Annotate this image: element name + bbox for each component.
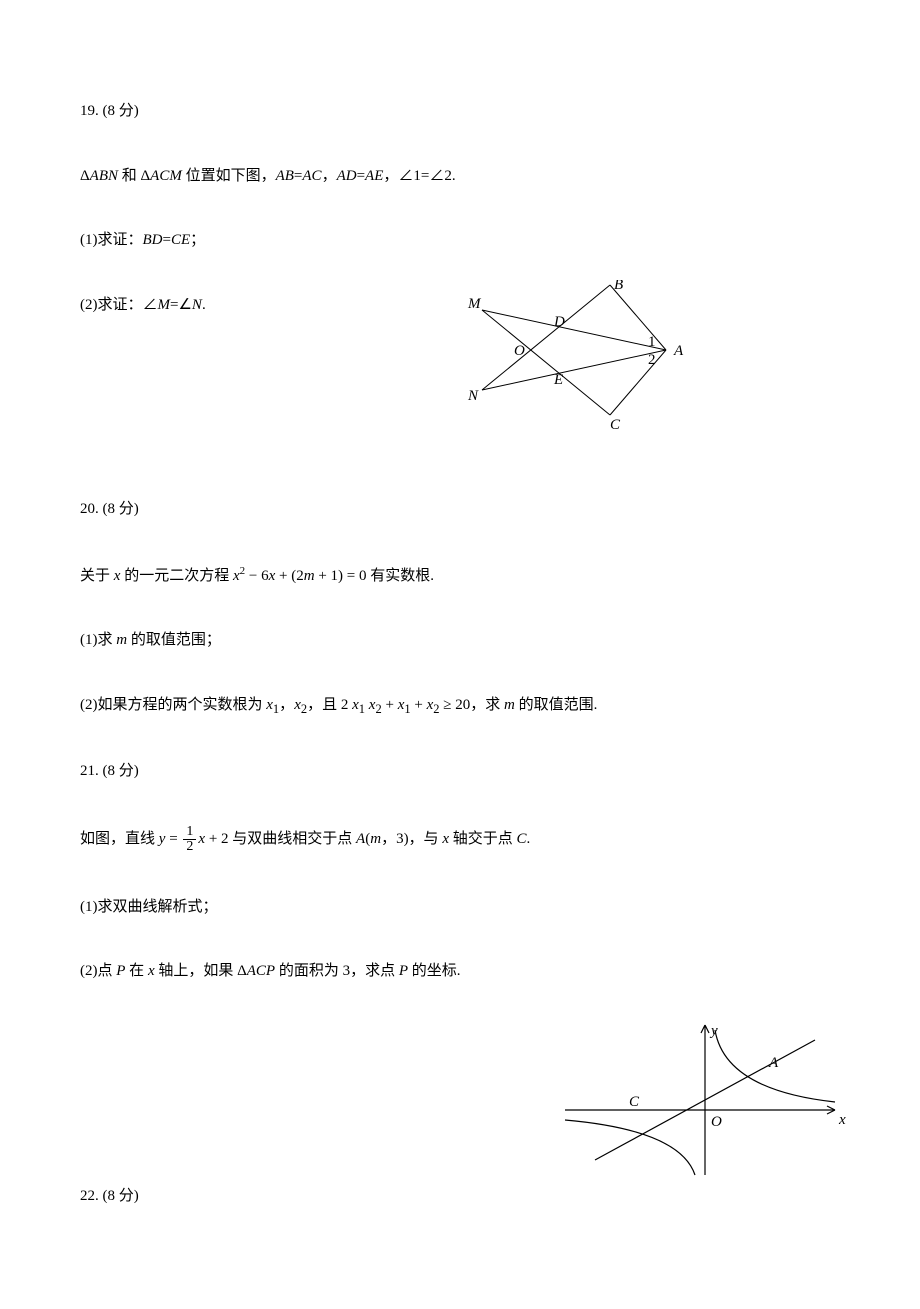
q22-points: (8 分) bbox=[103, 1188, 139, 1204]
svg-text:E: E bbox=[553, 372, 563, 388]
q22-header: 22. (8 分) bbox=[80, 1185, 840, 1208]
svg-text:C: C bbox=[629, 1094, 640, 1110]
svg-text:B: B bbox=[614, 280, 623, 293]
svg-text:2: 2 bbox=[648, 352, 656, 368]
q20-part2: (2)如果方程的两个实数根为 x1，x2，且 2 x1 x2 + x1 + x2… bbox=[80, 694, 840, 719]
svg-text:M: M bbox=[467, 296, 482, 312]
q19-points: (8 分) bbox=[103, 103, 139, 119]
q20-number: 20. bbox=[80, 501, 99, 517]
q21-figure: y x O A C bbox=[555, 1020, 855, 1180]
svg-text:O: O bbox=[514, 343, 525, 359]
q19-part1: (1)求证：BD=CE； bbox=[80, 229, 840, 252]
svg-text:1: 1 bbox=[648, 334, 656, 350]
q21-part2: (2)点 P 在 x 轴上，如果 ΔACP 的面积为 3，求点 P 的坐标. bbox=[80, 960, 840, 983]
q20-part1: (1)求 m 的取值范围； bbox=[80, 629, 840, 652]
q19-stem: ΔABN 和 ΔACM 位置如下图，AB=AC，AD=AE，∠1=∠2. bbox=[80, 165, 840, 188]
q19-number: 19. bbox=[80, 103, 99, 119]
q21-part1: (1)求双曲线解析式； bbox=[80, 896, 840, 919]
svg-text:N: N bbox=[467, 388, 479, 404]
q19-figure: M B A N C O D E 1 2 bbox=[460, 280, 700, 440]
svg-text:C: C bbox=[610, 417, 621, 433]
svg-text:A: A bbox=[768, 1055, 779, 1071]
q19-header: 19. (8 分) bbox=[80, 100, 840, 123]
q20-header: 20. (8 分) bbox=[80, 498, 840, 521]
page: 19. (8 分) ΔABN 和 ΔACM 位置如下图，AB=AC，AD=AE，… bbox=[0, 0, 920, 1309]
svg-text:y: y bbox=[709, 1023, 718, 1039]
svg-text:O: O bbox=[711, 1114, 722, 1130]
q22-number: 22. bbox=[80, 1188, 99, 1204]
svg-text:A: A bbox=[673, 343, 684, 359]
q20-stem: 关于 x 的一元二次方程 x2 − 6x + (2m + 1) = 0 有实数根… bbox=[80, 563, 840, 588]
q21-number: 21. bbox=[80, 763, 99, 779]
q20-points: (8 分) bbox=[103, 501, 139, 517]
svg-text:D: D bbox=[553, 314, 565, 330]
q21-points: (8 分) bbox=[103, 763, 139, 779]
q21-stem: 如图，直线 y = 12x + 2 与双曲线相交于点 A(m，3)，与 x 轴交… bbox=[80, 825, 840, 854]
q21-header: 21. (8 分) bbox=[80, 760, 840, 783]
svg-text:x: x bbox=[838, 1112, 846, 1128]
